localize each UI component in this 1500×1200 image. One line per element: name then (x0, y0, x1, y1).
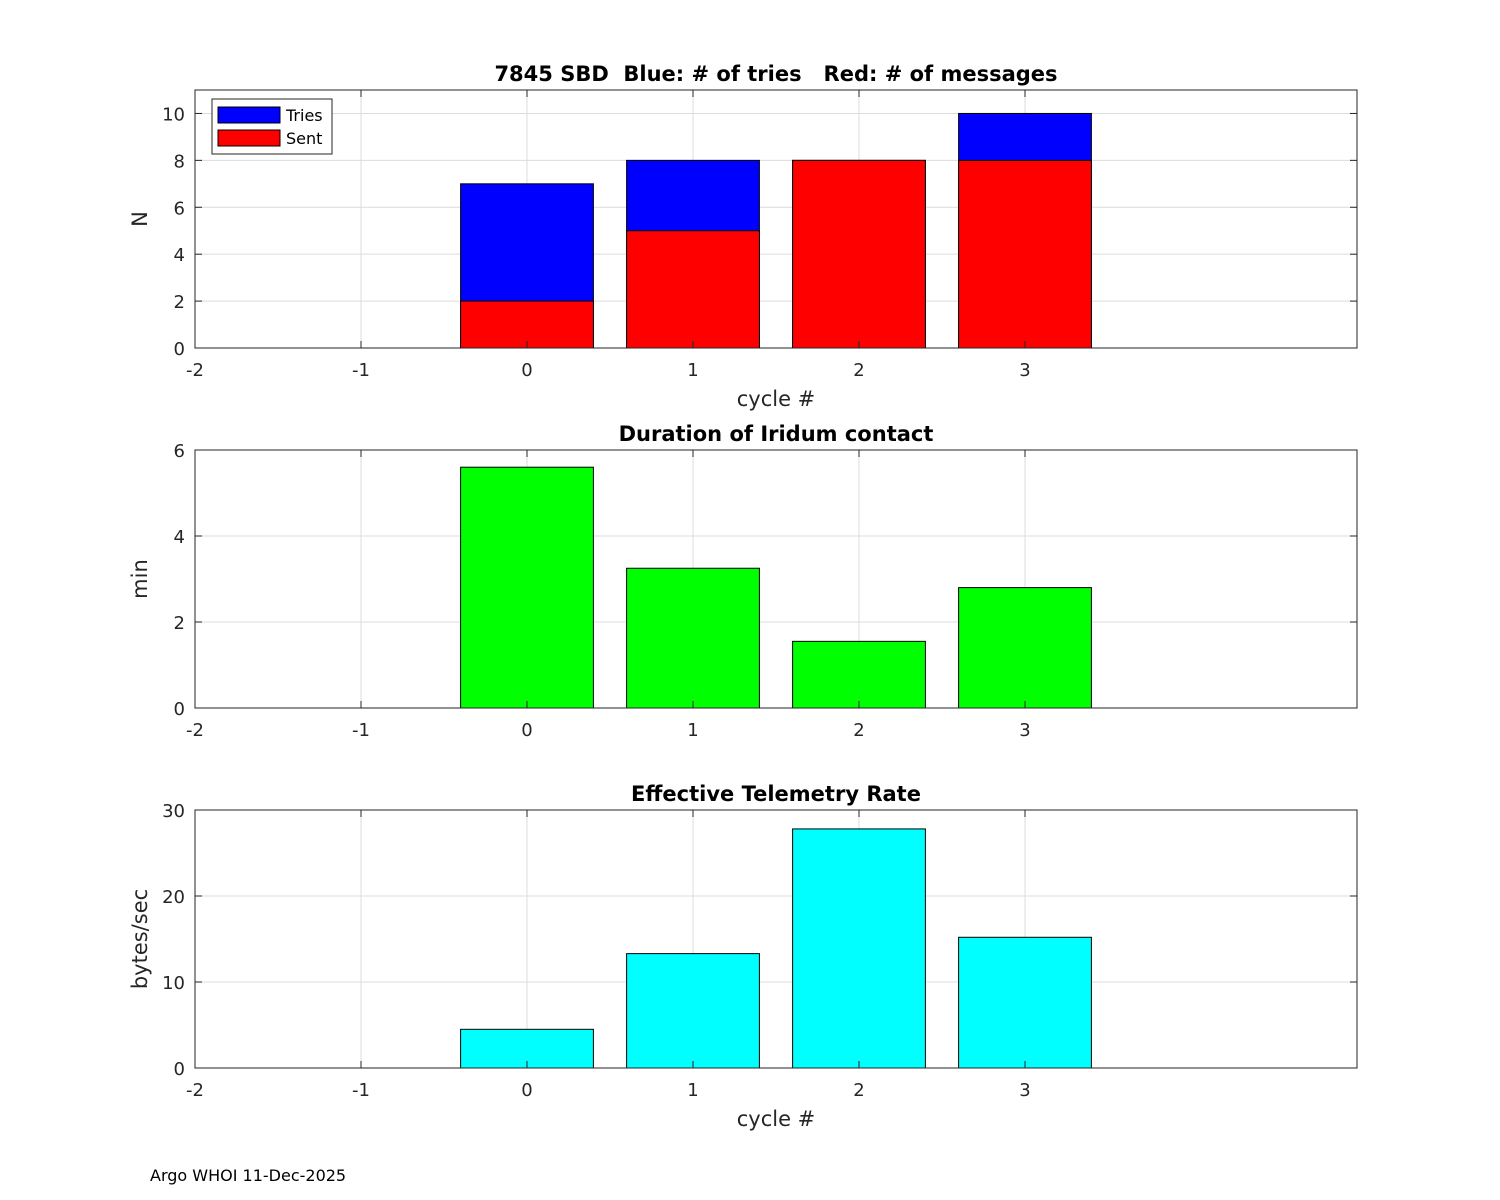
plot3-bar (792, 828, 926, 1069)
plot2-bar (626, 567, 760, 709)
plot1-bar-sent (958, 159, 1092, 349)
plot2-y-tick-label: 2 (174, 613, 185, 634)
plot1-x-tick-label: -1 (352, 360, 370, 381)
plot2-y-axis-label: min (128, 559, 152, 599)
plot1-legend-swatch-tries (217, 106, 281, 124)
plot2-x-tick-label: 2 (853, 720, 864, 741)
plot1-legend-label-sent: Sent (286, 129, 322, 148)
plot3-y-tick-label: 30 (162, 801, 185, 822)
plot1-x-tick-label: 1 (687, 360, 698, 381)
plot2-x-tick-label: -1 (352, 720, 370, 741)
plot2-title: Duration of Iridum contact (619, 422, 934, 446)
plot1-legend-swatch-sent (217, 129, 281, 147)
plot1-axes-box (194, 89, 1358, 349)
plot1-bar-sent (792, 159, 926, 349)
plot2-bar (958, 587, 1092, 709)
plot1-title: 7845 SBD Blue: # of tries Red: # of mess… (494, 62, 1057, 86)
plot2-bar (792, 640, 926, 709)
plot1-bar-sent (460, 300, 594, 349)
plot2-y-tick-label: 0 (174, 699, 185, 720)
plot1-bar-sent (626, 230, 760, 349)
plot2-x-tick-label: 3 (1019, 720, 1030, 741)
plot1-x-tick-label: 2 (853, 360, 864, 381)
plot3-x-tick-label: 3 (1019, 1080, 1030, 1101)
plot2-x-tick-label: -2 (186, 720, 204, 741)
plot1-y-tick-label: 2 (174, 292, 185, 313)
plot3-y-tick-label: 10 (162, 973, 185, 994)
plot2-bar (460, 466, 594, 709)
plot3-axes-box (194, 809, 1358, 1069)
plot3-x-axis-label: cycle # (737, 1107, 816, 1131)
plot1-x-axis-label: cycle # (737, 387, 816, 411)
plot3-bar (626, 953, 760, 1069)
plot3-x-tick-label: 0 (521, 1080, 532, 1101)
plot2-axes-box (194, 449, 1358, 709)
plot1-y-tick-label: 8 (174, 151, 185, 172)
plot1-y-tick-label: 4 (174, 245, 185, 266)
plot1-x-tick-label: 3 (1019, 360, 1030, 381)
plot3-axes-background (195, 810, 1357, 1068)
plot3-y-tick-label: 20 (162, 887, 185, 908)
plot3-y-tick-label: 0 (174, 1059, 185, 1080)
plot3-title: Effective Telemetry Rate (631, 782, 921, 806)
plot3-x-tick-label: -2 (186, 1080, 204, 1101)
plot1-y-tick-label: 0 (174, 339, 185, 360)
plot3-x-tick-label: 1 (687, 1080, 698, 1101)
plot3-x-tick-label: 2 (853, 1080, 864, 1101)
plot3-y-axis-label: bytes/sec (128, 889, 152, 989)
plot1-x-tick-label: 0 (521, 360, 532, 381)
plot1-y-axis-label: N (128, 211, 152, 227)
plot1-y-tick-label: 6 (174, 198, 185, 219)
plot2-axes-background (195, 450, 1357, 708)
plot1-x-tick-label: -2 (186, 360, 204, 381)
plot3-bar (958, 936, 1092, 1069)
plot2-x-tick-label: 1 (687, 720, 698, 741)
plot1-legend-label-tries: Tries (285, 106, 323, 125)
plot2-x-tick-label: 0 (521, 720, 532, 741)
footer-text: Argo WHOI 11-Dec-2025 (150, 1166, 347, 1185)
plot3-x-tick-label: -1 (352, 1080, 370, 1101)
plot1-y-tick-label: 10 (162, 104, 185, 125)
plot1-axes-background (195, 90, 1357, 348)
plot2-y-tick-label: 6 (174, 441, 185, 462)
plot2-y-tick-label: 4 (174, 527, 185, 548)
